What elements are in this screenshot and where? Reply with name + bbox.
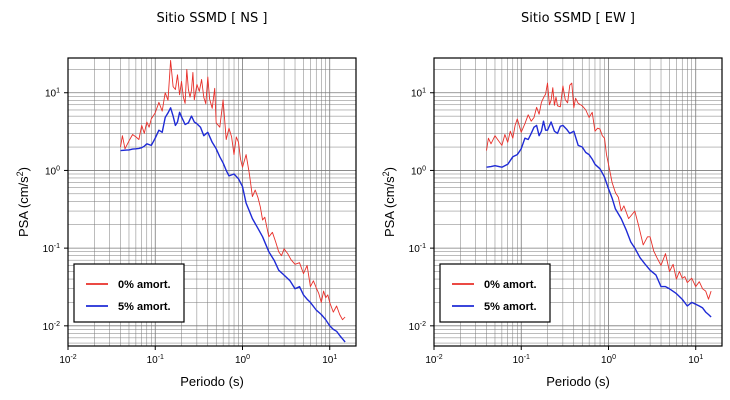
grid <box>433 58 723 346</box>
chart-title: Sitio SSMD [ NS ] <box>157 11 268 26</box>
y-axis-label: PSA (cm/s2) <box>15 167 31 237</box>
y-tick-label: 10-1 <box>43 243 60 255</box>
legend-box <box>73 263 185 323</box>
x-tick-label: 101 <box>688 354 703 366</box>
x-tick-label: 100 <box>235 354 250 366</box>
legend-label: 5% amort. <box>484 301 537 313</box>
plot-frame <box>67 57 357 347</box>
legend-label: 5% amort. <box>118 301 171 313</box>
series-line-amort-0 <box>486 82 712 300</box>
y-tick-label: 101 <box>45 88 60 100</box>
legend-label: 0% amort. <box>118 279 171 291</box>
legend-box <box>439 263 551 323</box>
y-tick-label: 10-1 <box>409 243 426 255</box>
x-tick-label: 10-2 <box>425 354 442 366</box>
plot-frame <box>433 57 723 347</box>
y-tick-label: 10-2 <box>409 321 426 333</box>
x-tick-label: 10-1 <box>147 354 164 366</box>
y-axis-label: PSA (cm/s2) <box>381 167 397 237</box>
legend-label: 0% amort. <box>484 279 537 291</box>
x-axis-label: Periodo (s) <box>546 374 610 389</box>
series-line-amort-0 <box>120 60 346 321</box>
y-tick-label: 100 <box>411 165 426 177</box>
x-tick-label: 100 <box>601 354 616 366</box>
chart-panel-1: 10-2 10-1 100 101 10-2 10-1 100 101 Sitio SSMD [… <box>15 11 357 389</box>
y-tick-label: 100 <box>45 165 60 177</box>
chart-panel-2: 10-2 10-1 100 101 10-2 10-1 100 101 Sitio SSMD [… <box>381 11 723 389</box>
x-tick-label: 10-2 <box>59 354 76 366</box>
series-line-amort-5 <box>120 107 346 343</box>
x-tick-label: 101 <box>322 354 337 366</box>
chart-title: Sitio SSMD [ EW ] <box>521 11 635 26</box>
x-axis-label: Periodo (s) <box>180 374 244 389</box>
series-line-amort-5 <box>486 120 712 318</box>
y-tick-label: 101 <box>411 88 426 100</box>
x-tick-label: 10-1 <box>513 354 530 366</box>
y-tick-label: 10-2 <box>43 321 60 333</box>
